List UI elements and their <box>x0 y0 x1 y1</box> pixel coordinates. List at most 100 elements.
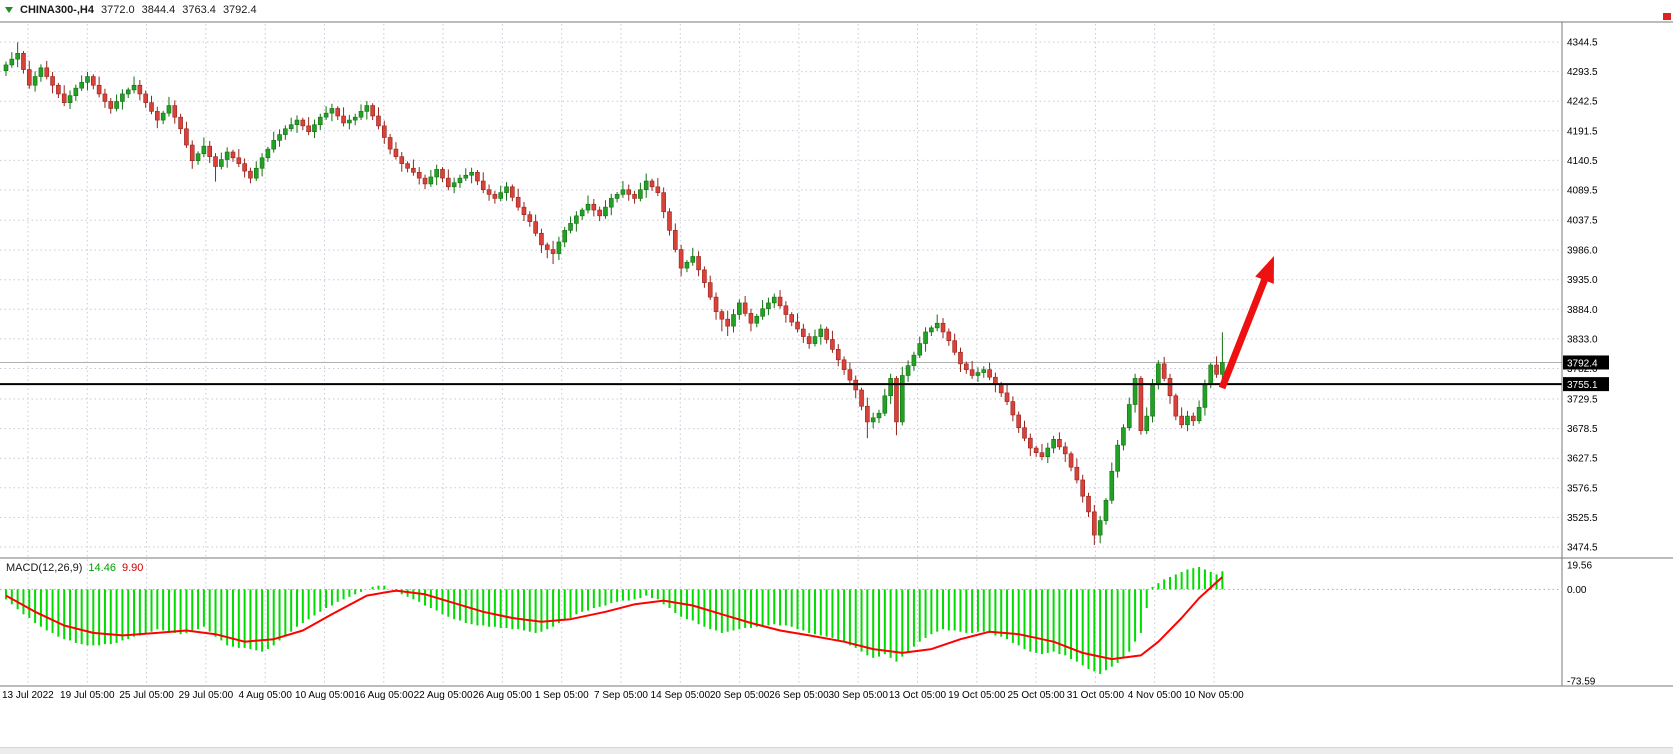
candle-body <box>707 282 713 298</box>
candle-body <box>125 89 131 95</box>
candle-body <box>690 256 696 263</box>
candle-body <box>475 172 480 182</box>
candle-body <box>428 176 434 185</box>
candle-body <box>434 169 439 178</box>
candle-body <box>917 343 923 356</box>
candle-body <box>771 296 777 304</box>
candle-body <box>271 140 277 150</box>
candle-body <box>387 137 393 150</box>
symbol-info-bar: CHINA300-,H4 3772.0 3844.4 3763.4 3792.4 <box>5 4 257 16</box>
candle-body <box>1097 520 1103 536</box>
candle-body <box>638 189 643 199</box>
candle-body <box>56 84 61 95</box>
candle-body <box>562 230 568 243</box>
axis-marker <box>1663 13 1671 20</box>
candle-body <box>899 375 905 423</box>
price-axis-label: 3474.5 <box>1567 543 1598 554</box>
candle-body <box>801 328 806 337</box>
candle-body <box>405 163 410 169</box>
candle-body <box>1190 415 1196 422</box>
time-axis-label: 4 Aug 05:00 <box>239 690 293 701</box>
candle-body <box>1074 466 1080 481</box>
candle-body <box>306 125 311 132</box>
candle-body <box>85 76 90 83</box>
candle-body <box>643 180 649 191</box>
candle-body <box>335 108 341 117</box>
candle-body <box>1086 495 1091 513</box>
candle-body <box>172 105 178 118</box>
horizontal-scrollbar[interactable] <box>0 747 1673 754</box>
candle-body <box>242 163 247 172</box>
candle-body <box>870 417 876 423</box>
candle-body <box>696 256 701 271</box>
candlesticks <box>3 42 1225 545</box>
candle-body <box>294 119 300 126</box>
candle-body <box>783 305 789 315</box>
price-axis-label: 4344.5 <box>1567 38 1598 49</box>
candle-body <box>300 119 306 127</box>
candle-body <box>317 116 323 126</box>
candle-body <box>265 148 271 159</box>
candle-body <box>283 128 288 135</box>
candle-body <box>777 296 783 307</box>
candle-body <box>1068 453 1074 468</box>
candle-body <box>160 112 166 121</box>
candle-body <box>911 354 917 366</box>
candle-body <box>370 105 375 117</box>
candle-body <box>515 196 521 208</box>
candle-body <box>224 151 230 160</box>
candle-body <box>329 108 335 114</box>
hline-price-tag-text: 3755.1 <box>1567 380 1598 391</box>
candle-body <box>393 148 399 157</box>
time-axis-label: 19 Oct 05:00 <box>948 690 1006 701</box>
candle-body <box>38 67 44 77</box>
candle-body <box>120 93 125 102</box>
candle-body <box>1010 401 1016 416</box>
candle-body <box>114 101 119 109</box>
candle-body <box>3 64 9 72</box>
candle-body <box>1121 427 1126 446</box>
macd-signal-value: 9.90 <box>121 562 144 574</box>
time-axis-label: 7 Sep 05:00 <box>594 690 648 701</box>
candle-body <box>1126 404 1132 429</box>
time-axis-label: 26 Sep 05:00 <box>769 690 829 701</box>
time-axis[interactable]: 13 Jul 2022 19 Jul 05:00 25 Jul 05:00 29 Ju… <box>2 690 1244 701</box>
candle-body <box>1062 446 1068 455</box>
trend-arrow-shaft[interactable] <box>1218 273 1270 390</box>
candle-body <box>719 311 725 320</box>
candle-body <box>969 369 975 376</box>
candle-body <box>824 328 829 340</box>
candle-body <box>108 101 114 109</box>
price-axis[interactable]: 4344.5 4293.5 4242.5 4191.5 4140.5 4089.5 4037… <box>1567 38 1598 688</box>
time-axis-label: 13 Jul 2022 <box>2 690 54 701</box>
candle-body <box>684 261 690 269</box>
candle-body <box>277 134 282 141</box>
candle-body <box>818 328 824 337</box>
candle-body <box>929 327 934 333</box>
candle-body <box>1150 383 1155 417</box>
candle-body <box>364 105 370 112</box>
candle-body <box>399 156 405 164</box>
candle-body <box>67 95 73 103</box>
candle-body <box>632 194 637 199</box>
price-axis-label: 4140.5 <box>1567 156 1598 167</box>
trend-arrow-head[interactable] <box>1255 256 1274 284</box>
price-axis-label: 4293.5 <box>1567 67 1598 78</box>
candle-body <box>934 322 940 329</box>
candle-body <box>667 211 672 231</box>
candle-body <box>44 67 50 77</box>
time-axis-label: 25 Oct 05:00 <box>1007 690 1065 701</box>
candle-body <box>1156 363 1161 385</box>
candle-body <box>952 340 957 353</box>
candle-body <box>102 93 108 102</box>
candle-body <box>568 223 573 231</box>
candle-body <box>713 296 719 312</box>
candle-body <box>975 372 981 376</box>
candle-body <box>742 302 748 314</box>
symbol-dropdown-icon[interactable] <box>5 7 13 13</box>
candle-body <box>1039 452 1045 458</box>
price-axis-label: 4242.5 <box>1567 97 1598 108</box>
candle-body <box>498 192 504 199</box>
candle-body <box>411 167 416 173</box>
